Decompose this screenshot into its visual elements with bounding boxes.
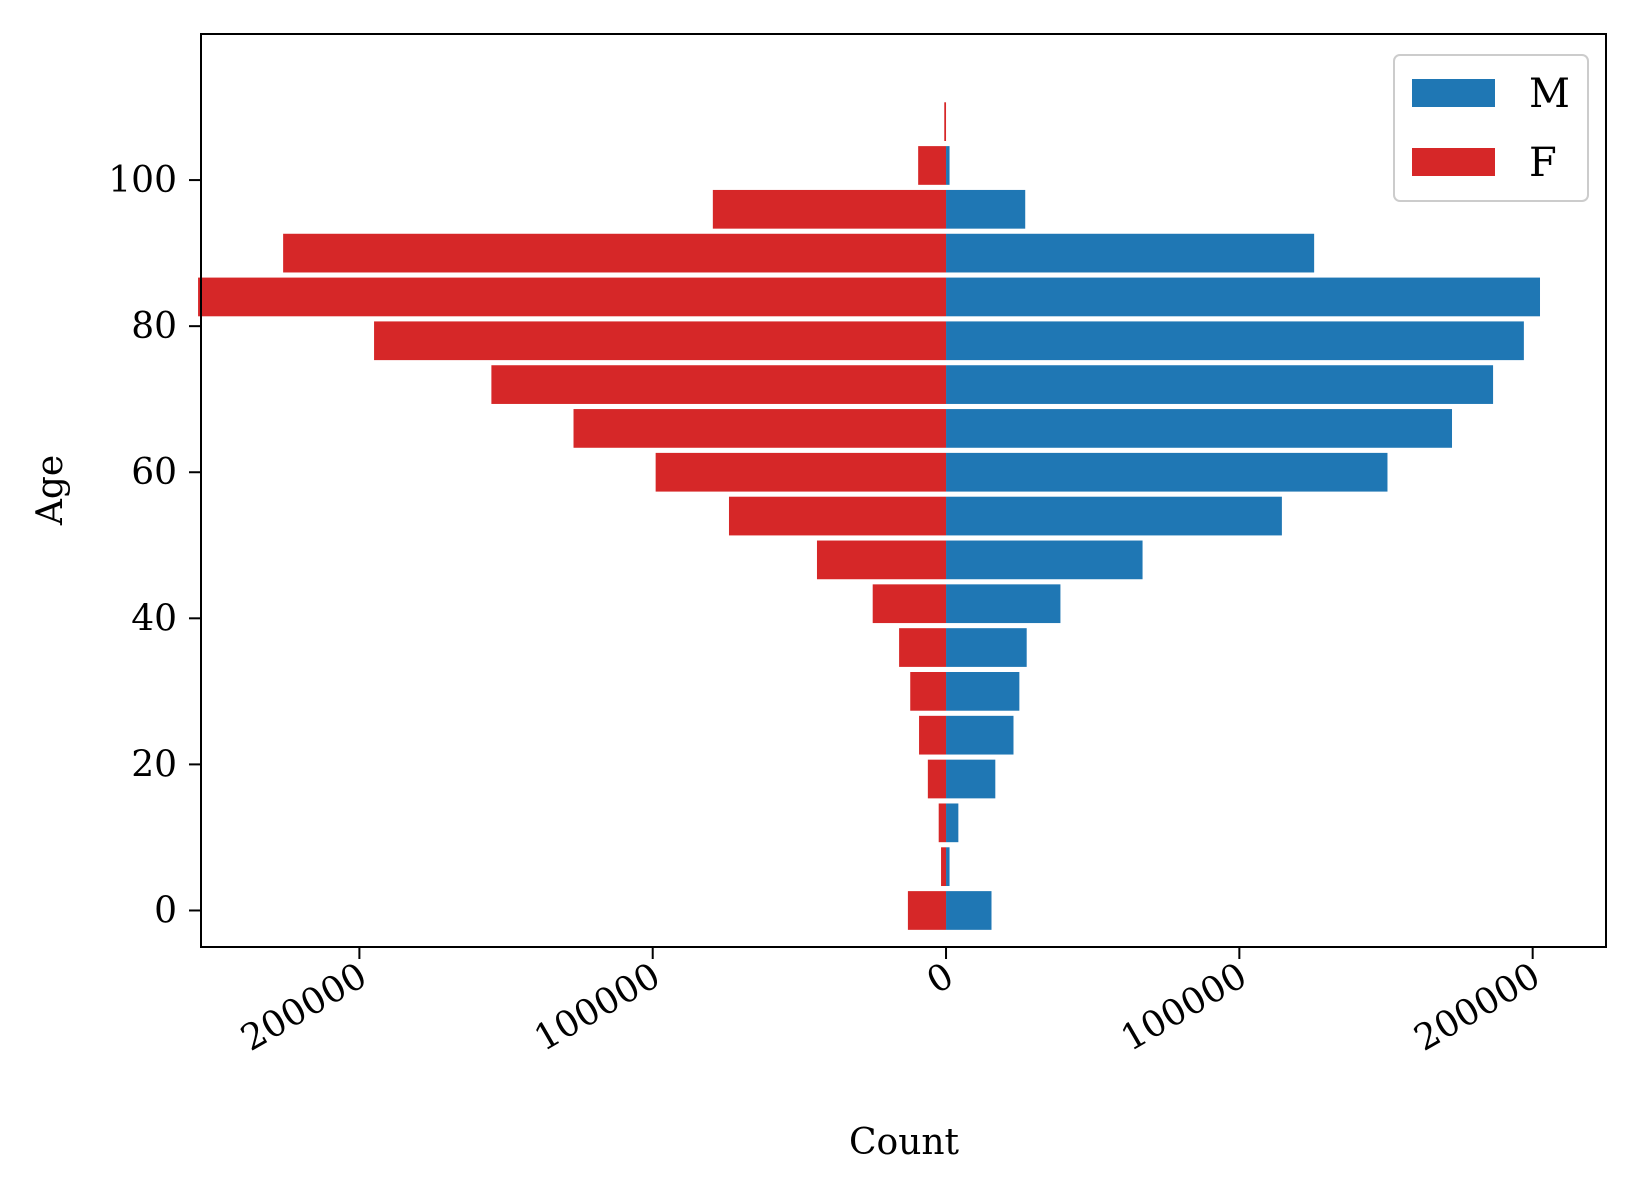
bar-F-age-102 xyxy=(918,146,947,185)
y-tick-label: 40 xyxy=(131,598,177,639)
bar-F-age-78 xyxy=(374,321,947,361)
bar-M-age-90 xyxy=(946,233,1315,273)
bar-F-age-24 xyxy=(919,715,947,755)
x-tick-label: 100000 xyxy=(528,955,668,1059)
x-tick-label: 200000 xyxy=(1408,955,1548,1059)
legend-label-F: F xyxy=(1529,140,1557,186)
bars-layer xyxy=(198,102,1541,930)
legend-label-M: M xyxy=(1529,71,1570,117)
bar-F-age-90 xyxy=(283,233,947,273)
bar-M-age-0 xyxy=(946,891,992,930)
bar-F-age-66 xyxy=(573,409,947,448)
bar-M-age-12 xyxy=(946,803,959,843)
bar-F-age-12 xyxy=(938,803,947,843)
bar-M-age-36 xyxy=(946,628,1027,667)
x-tick-label: 0 xyxy=(920,955,960,1002)
bar-F-age-48 xyxy=(816,540,947,580)
x-axis: 200000 100000 0 100000 200000 xyxy=(234,947,1547,1060)
bar-F-age-60 xyxy=(655,452,947,492)
legend-swatch-M xyxy=(1412,79,1495,107)
x-tick-label: 100000 xyxy=(1114,955,1254,1059)
bar-F-age-72 xyxy=(491,365,947,404)
y-tick-label: 20 xyxy=(131,744,177,785)
bar-F-age-36 xyxy=(899,628,947,667)
plot-frame xyxy=(200,33,1607,948)
x-tick-label: 200000 xyxy=(234,955,374,1059)
legend-swatch-F xyxy=(1412,148,1495,176)
bar-F-age-84 xyxy=(198,277,947,317)
y-tick-label: 100 xyxy=(108,160,177,201)
x-axis-label: Count xyxy=(849,1122,960,1163)
bar-F-age-108 xyxy=(944,102,947,142)
bar-F-age-96 xyxy=(712,189,947,229)
bar-F-age-54 xyxy=(728,496,947,536)
bar-F-age-30 xyxy=(910,672,947,711)
y-tick-label: 60 xyxy=(131,452,177,493)
bar-M-age-72 xyxy=(946,365,1494,404)
bar-M-age-78 xyxy=(946,321,1524,361)
bar-M-age-24 xyxy=(946,715,1014,755)
bar-M-age-18 xyxy=(946,759,996,799)
bar-F-age-6 xyxy=(941,847,947,887)
y-axis-label: Age xyxy=(30,455,71,526)
bar-M-age-6 xyxy=(946,847,950,887)
bar-M-age-66 xyxy=(946,409,1453,448)
y-tick-label: 80 xyxy=(131,306,177,347)
bar-M-age-84 xyxy=(946,277,1541,317)
bar-F-age-42 xyxy=(872,584,947,624)
bar-F-age-18 xyxy=(927,759,947,799)
bar-M-age-96 xyxy=(946,189,1026,229)
bar-M-age-102 xyxy=(946,146,950,185)
y-tick-label: 0 xyxy=(154,890,177,931)
bar-M-age-42 xyxy=(946,584,1061,624)
bar-F-age-0 xyxy=(907,891,947,930)
bar-M-age-54 xyxy=(946,496,1282,536)
y-axis: 0 20 40 60 80 100 xyxy=(108,160,201,931)
bar-M-age-30 xyxy=(946,672,1020,711)
legend: MF xyxy=(1393,54,1589,202)
bar-M-age-60 xyxy=(946,452,1388,492)
bar-M-age-48 xyxy=(946,540,1143,580)
